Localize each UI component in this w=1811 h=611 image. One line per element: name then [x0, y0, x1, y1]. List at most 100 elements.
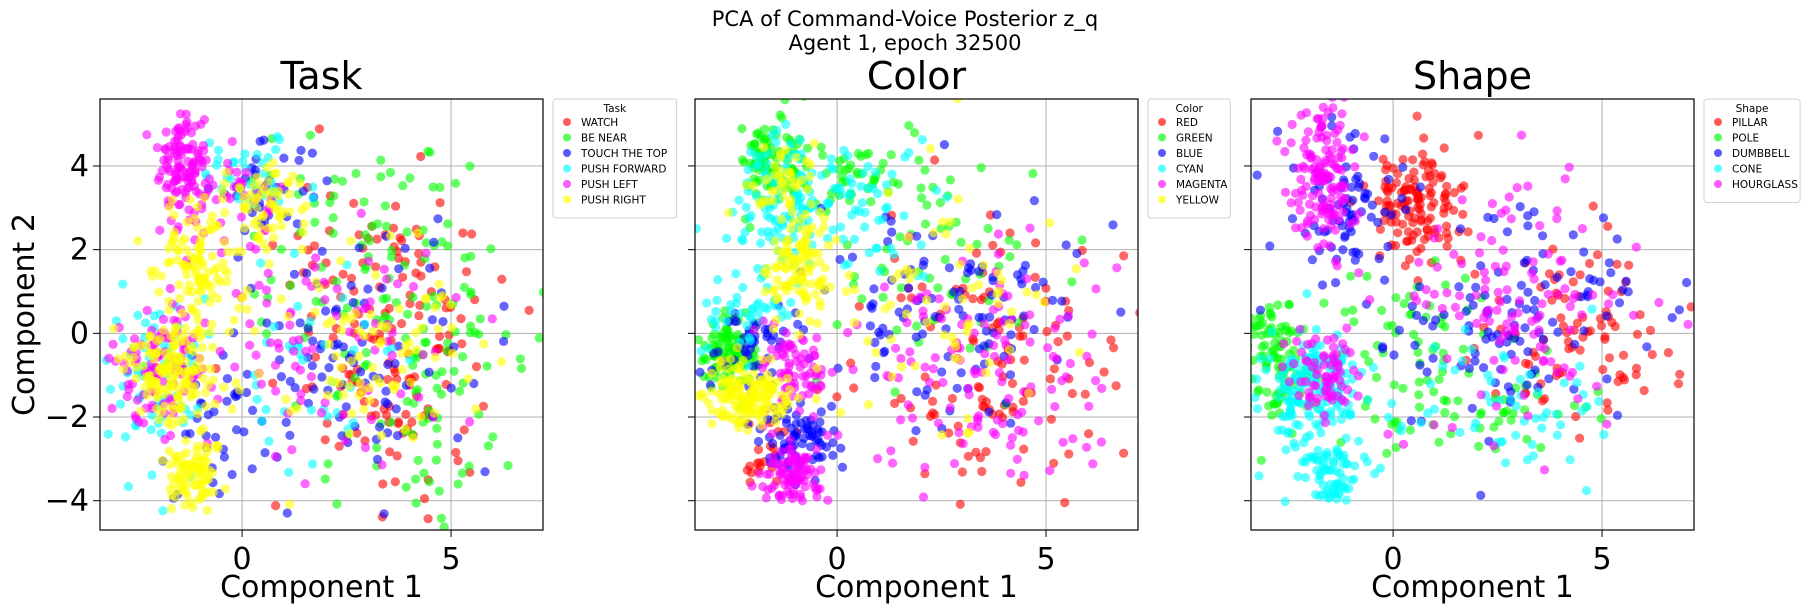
- scatter-point-push-right: [179, 414, 189, 424]
- scatter-point-touch-the-top: [307, 148, 317, 158]
- scatter-point-yellow: [1031, 290, 1041, 300]
- scatter-point-dumbbell: [1455, 224, 1466, 234]
- scatter-point-touch-the-top: [346, 280, 356, 291]
- scatter-point-cyan: [756, 238, 766, 248]
- scatter-point-magenta: [766, 344, 777, 354]
- scatter-point-push-right: [227, 404, 237, 414]
- scatter-point-blue: [911, 426, 921, 436]
- scatter-point-push-right: [180, 460, 190, 470]
- scatter-point-hourglass: [1330, 256, 1341, 266]
- scatter-point-push-right: [170, 372, 180, 382]
- scatter-point-watch: [328, 333, 338, 343]
- scatter-point-push-left: [289, 346, 299, 356]
- scatter-point-cyan: [726, 300, 736, 310]
- scatter-point-watch: [524, 305, 534, 315]
- scatter-point-be-near: [464, 461, 474, 471]
- scatter-point-yellow: [766, 354, 776, 364]
- scatter-point-push-right: [270, 201, 280, 211]
- scatter-point-push-left: [356, 208, 366, 218]
- scatter-point-push-right: [344, 428, 354, 439]
- scatter-point-hourglass: [1512, 183, 1522, 193]
- scatter-point-yellow: [782, 246, 792, 257]
- scatter-point-cyan: [845, 191, 855, 201]
- scatter-point-touch-the-top: [242, 369, 252, 379]
- scatter-point-push-left: [191, 186, 201, 196]
- scatter-point-magenta: [1000, 335, 1010, 345]
- scatter-point-blue: [880, 346, 890, 356]
- scatter-point-hourglass: [1516, 130, 1527, 140]
- scatter-point-push-left: [287, 445, 297, 455]
- scatter-point-red: [947, 393, 958, 404]
- scatter-point-pole: [1349, 317, 1359, 327]
- scatter-point-hourglass: [1510, 355, 1520, 365]
- scatter-point-magenta: [780, 352, 790, 362]
- shape-xtick-label: 5: [1593, 542, 1612, 577]
- task-ytick-label: 0: [70, 316, 89, 351]
- scatter-point-hourglass: [1326, 153, 1336, 163]
- scatter-point-green: [912, 321, 922, 331]
- scatter-point-yellow: [905, 274, 915, 284]
- scatter-point-watch: [419, 494, 430, 504]
- scatter-point-magenta: [1084, 401, 1094, 411]
- scatter-point-push-right: [177, 400, 187, 410]
- scatter-point-push-right: [172, 458, 182, 469]
- scatter-point-yellow: [772, 275, 782, 285]
- scatter-point-yellow: [811, 394, 821, 404]
- scatter-point-magenta: [933, 418, 944, 428]
- scatter-point-pillar: [1540, 394, 1550, 404]
- task-legend-label-watch: WATCH: [581, 117, 618, 129]
- scatter-point-dumbbell: [1378, 344, 1388, 354]
- scatter-point-push-right: [131, 362, 141, 372]
- scatter-point-pillar: [1420, 157, 1430, 167]
- scatter-point-pillar: [1603, 221, 1613, 231]
- scatter-point-yellow: [805, 171, 815, 182]
- scatter-point-push-right: [344, 381, 354, 391]
- scatter-point-hourglass: [1327, 391, 1337, 401]
- scatter-point-push-right: [164, 244, 174, 254]
- scatter-point-push-right: [206, 217, 216, 227]
- scatter-point-cone: [1511, 430, 1521, 440]
- color-series-yellow: [695, 99, 1084, 440]
- scatter-point-dumbbell: [1544, 374, 1554, 384]
- scatter-point-yellow: [806, 279, 816, 289]
- scatter-point-push-right: [371, 270, 381, 280]
- scatter-point-dumbbell: [1331, 278, 1341, 288]
- scatter-point-hourglass: [1433, 224, 1443, 234]
- scatter-point-cyan: [828, 225, 838, 235]
- scatter-point-push-left: [158, 314, 169, 324]
- scatter-point-hourglass: [1326, 360, 1336, 370]
- scatter-point-pillar: [1459, 181, 1469, 191]
- scatter-point-hourglass: [1284, 377, 1295, 387]
- scatter-point-be-near: [351, 168, 361, 179]
- scatter-point-yellow: [1024, 388, 1034, 398]
- scatter-point-magenta: [1112, 263, 1122, 273]
- scatter-point-hourglass: [1513, 308, 1523, 318]
- scatter-point-magenta: [1063, 311, 1073, 321]
- scatter-point-dumbbell: [1471, 282, 1481, 292]
- scatter-point-pillar: [1673, 379, 1684, 389]
- scatter-point-be-near: [408, 292, 418, 302]
- scatter-point-push-right: [259, 185, 269, 195]
- scatter-point-push-right: [219, 382, 229, 392]
- scatter-point-push-right: [172, 451, 182, 462]
- scatter-point-hourglass: [1603, 299, 1614, 309]
- scatter-point-pole: [1270, 338, 1280, 348]
- scatter-point-cyan: [732, 292, 742, 302]
- scatter-point-pole: [1458, 344, 1468, 354]
- scatter-point-blue: [955, 286, 965, 296]
- scatter-point-cone: [1304, 408, 1314, 418]
- scatter-point-cyan: [824, 198, 834, 208]
- scatter-point-dumbbell: [1595, 277, 1605, 287]
- scatter-point-yellow: [699, 393, 709, 403]
- scatter-point-cone: [1429, 342, 1440, 352]
- scatter-point-hourglass: [1577, 310, 1587, 320]
- scatter-point-magenta: [1047, 384, 1057, 394]
- scatter-point-touch-the-top: [321, 306, 331, 316]
- scatter-point-push-right: [164, 305, 174, 315]
- scatter-point-push-left: [382, 274, 392, 284]
- scatter-point-watch: [414, 249, 424, 259]
- scatter-point-magenta: [888, 458, 898, 468]
- scatter-point-be-near: [381, 221, 392, 231]
- scatter-point-push-forward: [240, 149, 250, 159]
- scatter-point-push-right: [187, 287, 197, 297]
